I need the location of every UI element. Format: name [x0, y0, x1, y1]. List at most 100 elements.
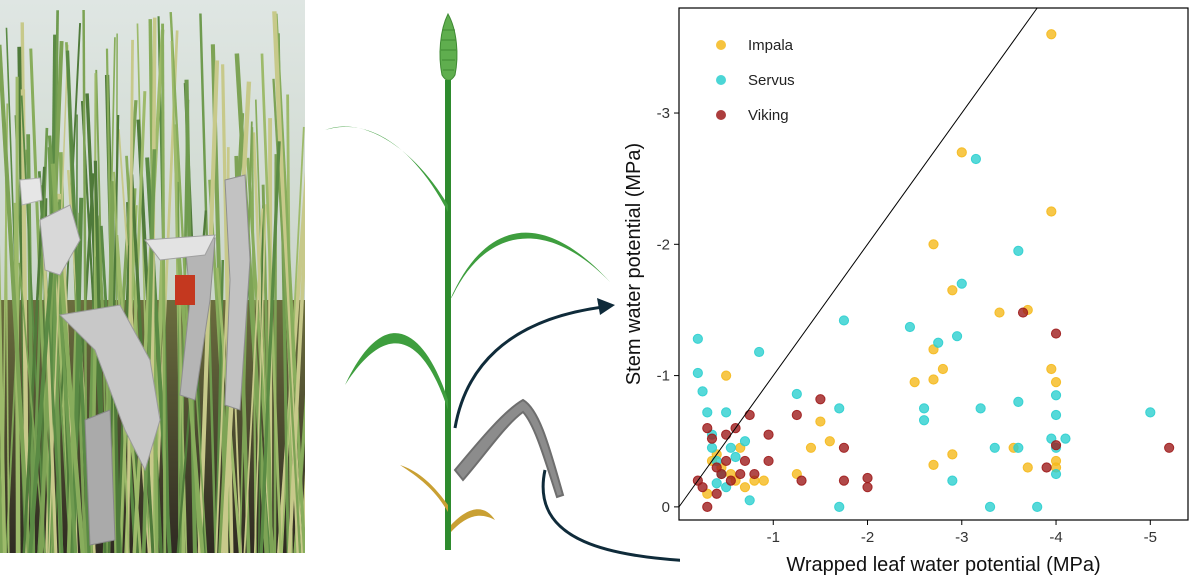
data-point-servus: [739, 436, 751, 447]
data-point-viking: [1164, 442, 1175, 453]
field-photo: [0, 0, 305, 553]
wheat-blade: [18, 262, 46, 553]
wheat-blade: [48, 44, 69, 553]
data-point-viking: [711, 488, 722, 499]
legend-label-servus: Servus: [748, 72, 795, 89]
data-point-viking: [739, 455, 751, 467]
legend-marker-servus: [716, 75, 726, 85]
leaf-upper-right: [450, 232, 610, 300]
wheat-ear: [439, 12, 458, 81]
wheat-blade: [29, 48, 53, 553]
red-tag: [175, 275, 195, 305]
dry-leaf-left: [400, 465, 448, 512]
data-point-servus: [791, 388, 802, 400]
data-point-servus: [904, 321, 916, 333]
data-point-servus: [834, 501, 845, 512]
data-point-servus: [702, 407, 713, 418]
wheat-blade: [149, 245, 166, 553]
wheat-blade: [161, 23, 167, 553]
wheat-blade: [141, 149, 157, 553]
stem: [445, 80, 451, 550]
data-point-viking: [735, 468, 746, 480]
data-point-servus: [711, 478, 722, 489]
wheat-blade: [126, 39, 134, 553]
data-point-impala: [1046, 29, 1057, 40]
legend-marker-impala: [716, 40, 726, 50]
data-point-viking: [1041, 462, 1052, 473]
data-point-impala: [947, 285, 958, 296]
wheat-blade: [287, 204, 305, 553]
data-point-impala: [824, 436, 835, 447]
data-point-viking: [1017, 307, 1029, 318]
data-point-viking: [702, 501, 713, 512]
wheat-blade: [238, 121, 253, 553]
data-point-servus: [947, 475, 958, 486]
plant-illustration: [325, 12, 680, 562]
wheat-blade: [243, 208, 264, 553]
data-point-servus: [1013, 396, 1024, 407]
wheat-blade: [4, 139, 10, 553]
data-point-viking: [744, 409, 755, 421]
data-point-servus: [1013, 442, 1024, 453]
data-point-servus: [1050, 409, 1062, 421]
data-point-servus: [951, 331, 963, 342]
data-point-impala: [739, 482, 751, 493]
data-point-viking: [706, 433, 718, 444]
data-point-servus: [1050, 390, 1062, 401]
data-point-servus: [838, 315, 850, 326]
data-point-impala: [909, 377, 920, 388]
data-point-servus: [975, 403, 986, 414]
data-point-viking: [763, 429, 774, 440]
arrow-head-y: [597, 298, 615, 315]
wrapped-leaf: [453, 398, 565, 499]
x-tick-label: -4: [1049, 529, 1062, 546]
leaf-mid-left: [345, 333, 448, 410]
data-point-impala: [937, 363, 949, 375]
data-point-viking: [716, 468, 727, 480]
data-point-servus: [706, 442, 718, 453]
data-point-impala: [758, 475, 769, 486]
wheat-blade: [65, 50, 91, 553]
data-point-viking: [763, 455, 774, 467]
wheat-blade: [259, 141, 281, 553]
data-point-servus: [1032, 501, 1043, 512]
y-tick-label: 0: [662, 499, 670, 516]
y-axis-title: Stem water potential (MPa): [623, 143, 645, 385]
data-point-viking: [721, 455, 732, 467]
legend-label-impala: Impala: [748, 37, 794, 54]
x-tick-label: -5: [1144, 529, 1157, 546]
wheat-blade: [221, 64, 234, 553]
data-point-impala: [956, 147, 967, 158]
data-point-servus: [697, 386, 708, 397]
data-point-servus: [984, 501, 996, 512]
data-point-impala: [1046, 206, 1057, 217]
data-point-impala: [928, 374, 939, 385]
data-point-servus: [1013, 245, 1024, 256]
one-to-one-line: [678, 7, 1038, 508]
data-point-impala: [928, 459, 939, 470]
data-point-viking: [1050, 440, 1062, 451]
data-point-viking: [838, 442, 850, 453]
data-point-viking: [796, 475, 807, 486]
wheat-blade: [272, 78, 302, 553]
data-point-impala: [928, 239, 939, 250]
data-point-servus: [918, 415, 930, 426]
data-point-impala: [994, 307, 1005, 318]
legend: Impala Servus Viking: [716, 37, 795, 124]
data-point-viking: [862, 472, 873, 484]
leaf-upper-left: [325, 126, 448, 212]
data-point-servus: [989, 442, 1000, 453]
wheat-blade: [41, 228, 58, 553]
data-point-servus: [1050, 468, 1062, 480]
data-point-servus: [725, 442, 736, 453]
foil-wraps: [19, 174, 251, 546]
data-point-impala: [1046, 363, 1057, 375]
data-point-viking: [838, 475, 850, 486]
data-point-viking: [749, 468, 760, 480]
data-points: [692, 29, 1175, 512]
axis-ticks: -1 -2 -3 -4 -5 0 -1 -2 -3: [657, 105, 1157, 546]
data-point-servus: [692, 367, 703, 379]
wheat-blade: [0, 44, 31, 553]
data-point-viking: [721, 429, 732, 440]
arrow-to-x-axis: [541, 469, 680, 562]
